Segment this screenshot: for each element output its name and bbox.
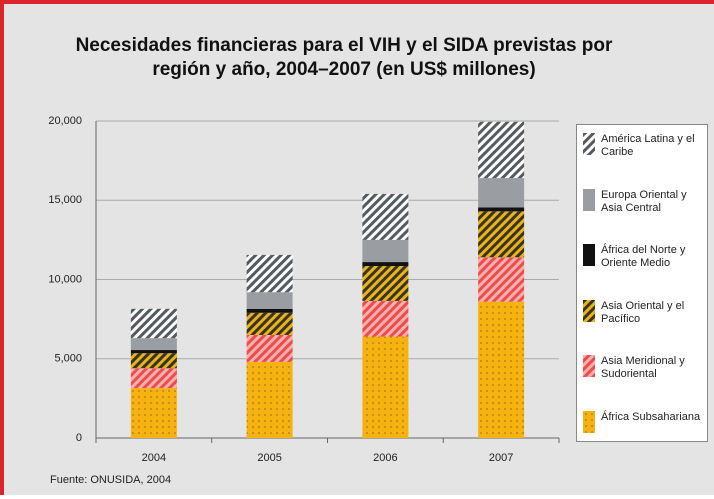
legend-label: Asia Oriental y el Pacífico <box>601 299 685 325</box>
bar-segment <box>362 239 409 263</box>
bar-segment <box>130 338 177 351</box>
bar-segment <box>246 334 293 362</box>
legend-label: Asia Meridional y Sudoriental <box>601 355 685 381</box>
y-tick-label: 0 <box>76 432 82 444</box>
bar-segment <box>130 368 177 389</box>
legend-label: África Subsahariana <box>601 410 701 423</box>
legend-swatch <box>583 355 595 378</box>
bar-segment <box>478 257 525 302</box>
bar-segment <box>362 300 409 337</box>
legend: América Latina y el Caribe Europa Orienta… <box>576 124 708 442</box>
bar-segment <box>246 292 293 309</box>
chart-title: Necesidades financieras para el VIH y el… <box>75 35 613 80</box>
bar-segment <box>478 121 525 179</box>
bar-segment <box>130 353 177 369</box>
chart: Necesidades financieras para el VIH y el… <box>48 35 613 464</box>
legend-swatch <box>583 133 595 155</box>
legend-item: África del Norte y Oriente Medio <box>583 244 701 270</box>
source: Fuente: ONUSIDA, 2004 <box>50 474 172 486</box>
bar-segment <box>246 361 293 438</box>
bar-segment <box>130 388 177 438</box>
x-tick-label: 2007 <box>489 452 513 464</box>
y-tick-label: 20,000 <box>48 115 82 127</box>
bar-segment <box>478 178 525 208</box>
bar-segment <box>130 308 177 339</box>
legend-swatch <box>583 410 595 433</box>
bar-segment <box>362 262 409 267</box>
bar-segment <box>130 350 177 354</box>
legend-swatch <box>583 188 595 211</box>
y-tick-label: 15,000 <box>48 194 82 206</box>
y-tick-label: 5,000 <box>54 353 82 365</box>
bar-segment <box>478 301 525 438</box>
y-tick-label: 10,000 <box>48 273 82 285</box>
legend-item: África Subsahariana <box>583 410 701 433</box>
bar-segment <box>362 193 409 240</box>
bar-segment <box>478 211 525 258</box>
x-tick-label: 2004 <box>142 452 166 464</box>
bar-segment <box>478 207 525 212</box>
x-tick-label: 2006 <box>373 452 397 464</box>
legend-swatch <box>583 299 595 322</box>
legend-item: Europa Oriental y Asia Central <box>583 188 701 215</box>
bar-segment <box>246 308 293 313</box>
legend-item: Asia Meridional y Sudoriental <box>583 355 701 381</box>
legend-label: África del Norte y Oriente Medio <box>601 244 686 270</box>
bar-segment <box>362 266 409 301</box>
legend-label: Europa Oriental y Asia Central <box>601 188 687 214</box>
bar-segment <box>362 336 409 438</box>
bar-segment <box>246 254 293 293</box>
legend-swatch <box>583 244 595 267</box>
bar-segment <box>246 312 293 335</box>
legend-label: América Latina y el Caribe <box>601 133 695 158</box>
x-tick-label: 2005 <box>257 452 281 464</box>
legend-item: Asia Oriental y el Pacífico <box>583 299 701 326</box>
legend-item: América Latina y el Caribe <box>583 133 701 159</box>
